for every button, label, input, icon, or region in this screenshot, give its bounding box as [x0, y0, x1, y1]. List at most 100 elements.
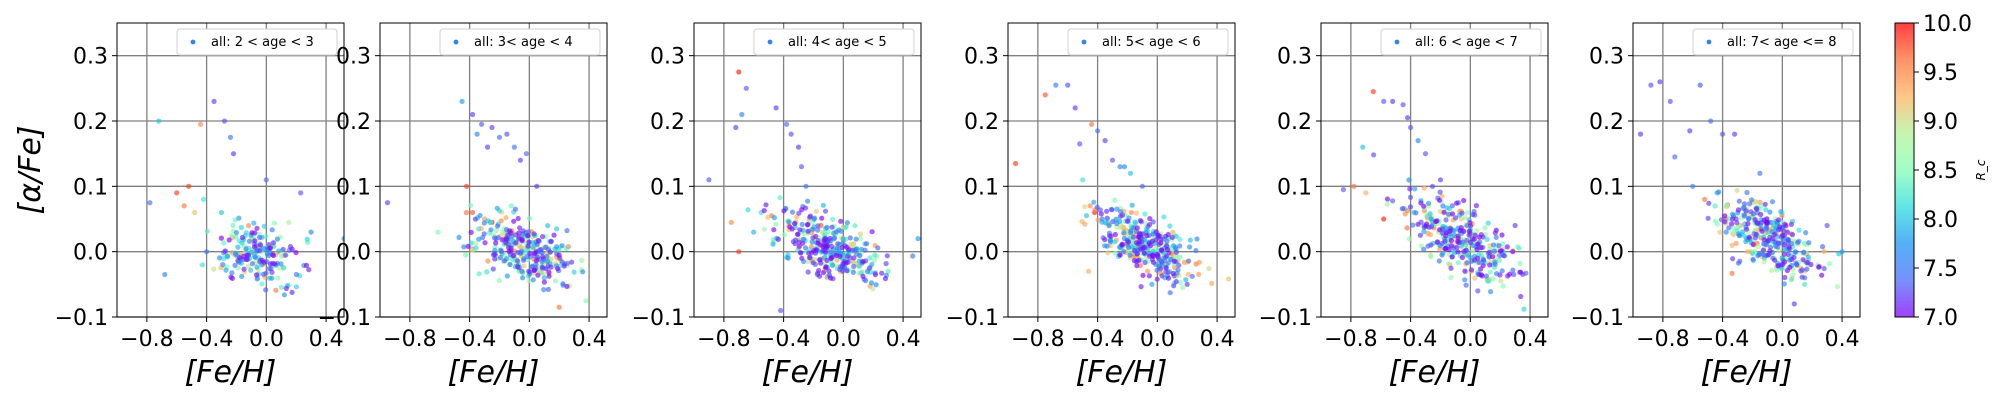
data-point: [263, 177, 269, 183]
data-point: [834, 245, 840, 251]
data-point: [1042, 92, 1048, 98]
data-point: [1145, 268, 1151, 274]
legend-marker: [767, 39, 773, 45]
data-point: [1785, 229, 1791, 235]
data-point: [1464, 260, 1470, 266]
data-point: [218, 235, 224, 241]
data-point: [1512, 222, 1518, 229]
data-point: [1758, 211, 1764, 218]
panel-frame: [379, 22, 608, 318]
data-point: [869, 229, 875, 235]
data-point: [503, 236, 509, 242]
data-point: [792, 241, 798, 247]
data-point: [257, 242, 264, 248]
data-point: [531, 231, 537, 237]
data-point: [269, 275, 275, 281]
data-point: [564, 283, 570, 289]
x-tick-label: 0.4: [1825, 327, 1860, 352]
data-point: [781, 208, 787, 214]
y-tick-label: 0.2: [1277, 110, 1312, 135]
data-point: [872, 252, 878, 258]
data-point: [1796, 227, 1802, 233]
data-point: [1750, 256, 1756, 262]
data-point: [827, 235, 833, 241]
data-point: [844, 253, 850, 259]
data-point: [860, 273, 866, 279]
data-point: [201, 196, 207, 202]
data-point: [517, 225, 523, 231]
data-point: [235, 244, 241, 250]
data-point: [233, 230, 239, 236]
x-axis-label: [Fe/H]: [762, 355, 854, 390]
data-point: [1768, 267, 1775, 273]
data-point: [519, 268, 525, 274]
data-point: [156, 118, 162, 124]
data-point: [1121, 230, 1127, 236]
data-point: [867, 255, 873, 261]
data-point: [745, 207, 751, 213]
data-point: [844, 268, 850, 274]
data-point: [494, 205, 500, 211]
data-point: [1473, 203, 1479, 209]
data-point: [1794, 261, 1800, 268]
data-point: [777, 195, 783, 201]
data-point: [1087, 203, 1093, 209]
data-point: [1226, 276, 1232, 282]
data-point: [1511, 271, 1517, 278]
data-point: [1493, 234, 1499, 240]
data-point: [512, 206, 519, 212]
data-point: [1163, 265, 1169, 271]
data-point: [770, 241, 776, 247]
panel-frame: [693, 22, 922, 318]
data-point: [1437, 189, 1443, 195]
data-point: [1077, 141, 1083, 147]
data-point: [488, 227, 494, 233]
data-point: [1125, 218, 1131, 224]
x-tick-label: 0.0: [1140, 327, 1175, 352]
legend-box: [1692, 28, 1854, 56]
data-point: [1767, 248, 1773, 254]
data-point: [1518, 293, 1524, 300]
data-point: [915, 236, 921, 242]
data-point: [1109, 157, 1116, 163]
data-point: [1761, 241, 1767, 247]
data-point: [1165, 269, 1171, 275]
data-point: [520, 257, 527, 263]
data-point: [272, 261, 278, 267]
data-point: [1478, 272, 1484, 278]
data-point: [1480, 263, 1486, 269]
data-point: [1053, 82, 1059, 88]
data-point: [1667, 98, 1673, 104]
x-tick-label: −0.4: [180, 327, 233, 352]
data-point: [1839, 249, 1845, 255]
scatter-panel-3: −0.8 −0.4 0.0 0.4 −0.1 0.0 0.1 0.2 0.3 [Fe/H] all:…: [632, 22, 922, 390]
data-point: [789, 209, 796, 215]
x-tick-label: −0.4: [1071, 327, 1124, 352]
data-point: [839, 244, 845, 251]
data-point: [824, 224, 830, 230]
data-point: [838, 218, 844, 224]
data-point: [476, 226, 482, 232]
data-point: [1417, 232, 1423, 238]
data-point: [257, 248, 263, 254]
data-point: [1459, 254, 1465, 261]
data-point: [463, 252, 469, 258]
x-axis-label: [Fe/H]: [185, 355, 277, 390]
legend: all: 6 < age < 7: [1380, 28, 1542, 56]
data-point: [541, 287, 547, 293]
data-point: [204, 228, 210, 234]
data-point: [579, 257, 585, 263]
data-point: [1481, 257, 1487, 263]
data-point: [1448, 243, 1455, 249]
scatter-panel-2: −0.8 −0.4 0.0 0.4 −0.1 0.0 0.1 0.2 0.3 [Fe/H] all:…: [318, 22, 608, 390]
data-point: [739, 111, 745, 118]
data-point: [538, 247, 544, 253]
data-point: [1482, 225, 1488, 231]
data-point: [1464, 210, 1470, 216]
x-tick-label: −0.8: [1011, 327, 1064, 352]
data-point: [1805, 254, 1811, 260]
data-point: [1474, 246, 1480, 252]
y-tick-label: 0.0: [1589, 241, 1624, 266]
colorbar-gradient: [1894, 22, 1915, 318]
data-point: [1390, 198, 1396, 204]
